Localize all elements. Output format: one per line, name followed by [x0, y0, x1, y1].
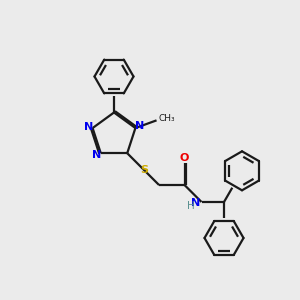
Text: CH₃: CH₃	[159, 114, 175, 123]
Text: N: N	[84, 122, 93, 131]
Text: O: O	[180, 153, 189, 163]
Text: S: S	[140, 165, 148, 175]
Text: N: N	[191, 198, 201, 208]
Text: H: H	[187, 201, 195, 211]
Text: N: N	[92, 150, 101, 160]
Text: N: N	[135, 121, 144, 130]
